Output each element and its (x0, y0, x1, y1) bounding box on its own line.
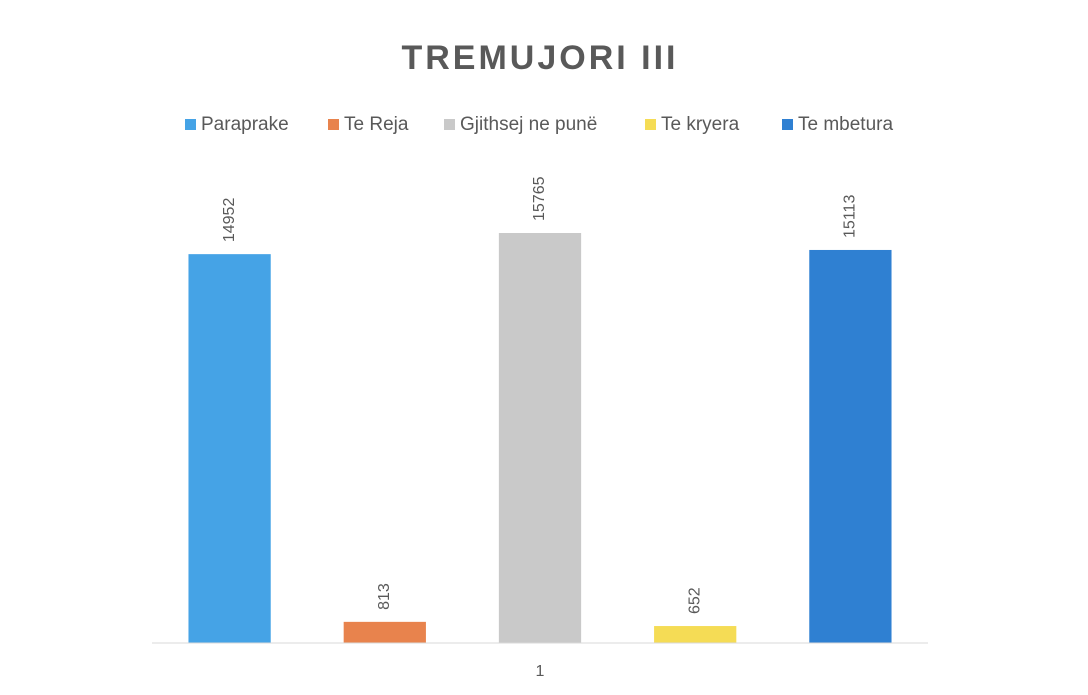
bar (188, 254, 271, 643)
bar (654, 626, 737, 643)
data-label: 813 (376, 583, 393, 610)
legend-swatch (185, 119, 196, 130)
x-tick-label: 1 (536, 663, 545, 680)
data-label: 15113 (842, 195, 859, 238)
legend-label: Te kryera (661, 114, 740, 135)
legend-label: Te Reja (344, 114, 409, 135)
legend-swatch (782, 119, 793, 130)
legend-label: Gjithsej ne punë (460, 114, 597, 135)
legend-swatch (328, 119, 339, 130)
bar (343, 621, 426, 643)
data-label: 14952 (221, 198, 238, 243)
bar (809, 249, 892, 643)
data-label: 652 (686, 587, 703, 614)
legend-swatch (444, 119, 455, 130)
legend-swatch (645, 119, 656, 130)
legend-label: Paraprake (201, 114, 289, 135)
bar (498, 233, 582, 643)
legend-label: Te mbetura (798, 114, 893, 135)
data-label: 15765 (531, 176, 548, 221)
chart-title: TREMUJORI III (401, 39, 678, 77)
